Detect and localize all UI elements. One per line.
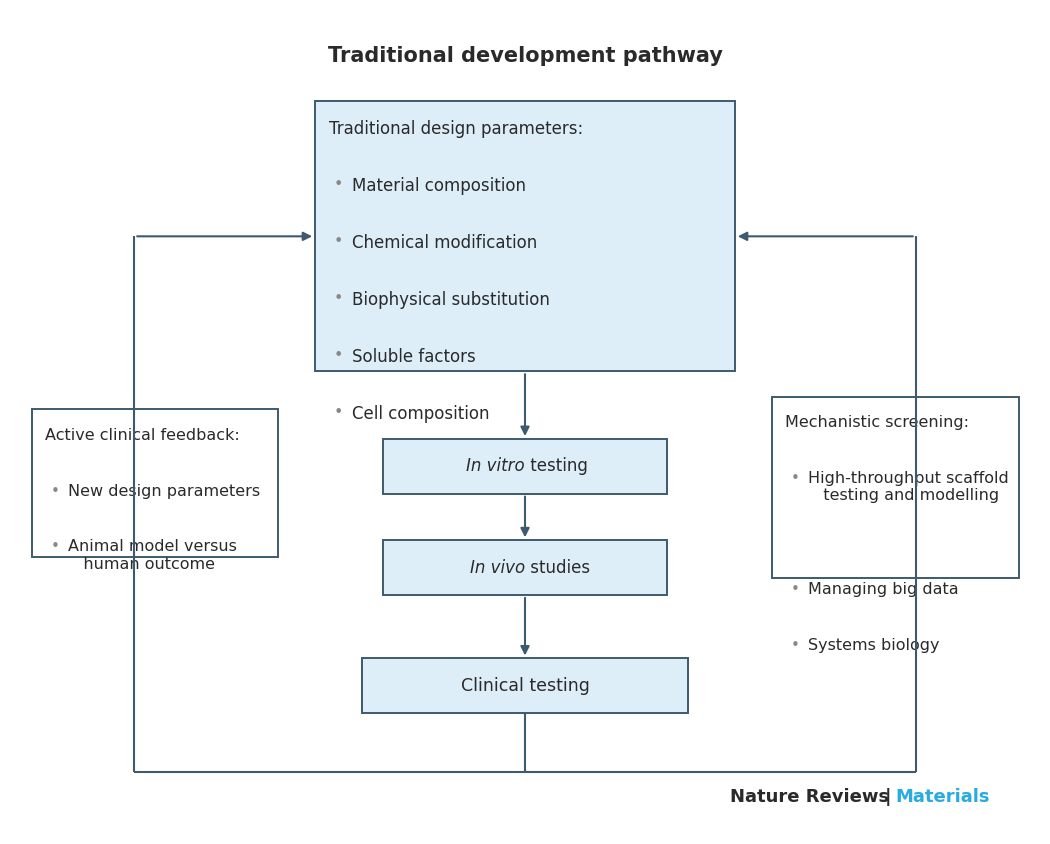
Bar [772, 397, 1018, 578]
Text: Chemical modification: Chemical modification [352, 234, 537, 252]
Text: New design parameters: New design parameters [68, 484, 260, 499]
Text: Traditional design parameters:: Traditional design parameters: [329, 120, 583, 138]
Text: Traditional development pathway: Traditional development pathway [328, 46, 722, 67]
Text: |: | [885, 788, 891, 806]
Text: •: • [791, 638, 799, 653]
Text: •: • [50, 484, 59, 499]
Text: Animal model versus
   human outcome: Animal model versus human outcome [68, 539, 237, 571]
Text: Soluble factors: Soluble factors [352, 348, 476, 366]
Text: Biophysical substitution: Biophysical substitution [352, 291, 549, 309]
Text: Nature Reviews: Nature Reviews [730, 788, 889, 806]
Bar [315, 101, 735, 371]
Text: •: • [791, 582, 799, 598]
Text: In vivo: In vivo [470, 559, 525, 576]
Text: High-throughput scaffold
   testing and modelling: High-throughput scaffold testing and mod… [808, 471, 1009, 503]
Text: Systems biology: Systems biology [808, 638, 940, 653]
Text: Active clinical feedback:: Active clinical feedback: [45, 428, 239, 443]
Bar [383, 540, 667, 595]
Text: •: • [334, 234, 343, 249]
Text: Clinical testing: Clinical testing [461, 677, 589, 695]
Bar [32, 409, 278, 557]
Text: •: • [791, 471, 799, 486]
Text: •: • [334, 291, 343, 306]
Text: •: • [50, 539, 59, 555]
Bar [362, 658, 688, 713]
Text: •: • [334, 177, 343, 192]
Text: testing: testing [525, 457, 588, 475]
Text: Mechanistic screening:: Mechanistic screening: [785, 415, 969, 430]
Text: Material composition: Material composition [352, 177, 526, 195]
Text: studies: studies [525, 559, 590, 576]
Text: •: • [334, 348, 343, 363]
Text: In vitro: In vitro [466, 457, 525, 475]
Text: •: • [334, 405, 343, 420]
Text: Cell composition: Cell composition [352, 405, 489, 423]
Text: Materials: Materials [896, 788, 990, 806]
Text: Managing big data: Managing big data [808, 582, 959, 598]
Bar [383, 439, 667, 494]
